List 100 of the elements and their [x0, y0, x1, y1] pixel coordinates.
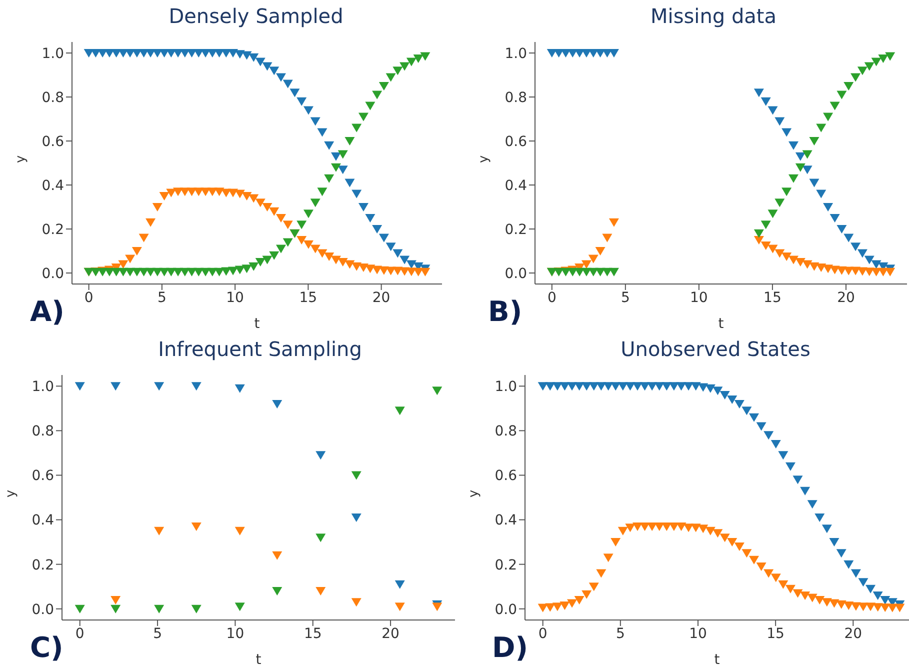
point	[276, 73, 286, 82]
point	[880, 596, 890, 604]
point	[690, 382, 701, 391]
point	[269, 207, 280, 216]
y-tick-label: 0.8	[42, 90, 64, 106]
point	[595, 247, 606, 256]
point	[234, 266, 245, 274]
point	[552, 602, 562, 612]
point	[809, 178, 820, 188]
point	[647, 522, 658, 531]
point	[255, 58, 266, 66]
point	[248, 194, 259, 203]
point	[166, 188, 176, 198]
point	[850, 242, 861, 252]
point	[618, 382, 628, 391]
chart-title: Missing data	[650, 4, 778, 28]
point	[802, 150, 812, 159]
point	[372, 266, 382, 274]
x-tick-label: 5	[153, 626, 162, 642]
point	[640, 382, 650, 391]
point	[276, 244, 286, 254]
point	[809, 137, 820, 146]
x-tick-label: 0	[538, 626, 548, 642]
point	[316, 534, 326, 542]
point	[290, 88, 300, 98]
point	[770, 574, 781, 582]
point	[262, 256, 272, 264]
point	[822, 598, 832, 607]
point	[248, 53, 259, 62]
point	[760, 220, 771, 230]
point	[351, 471, 362, 480]
point	[303, 210, 314, 218]
point	[330, 163, 341, 172]
point	[788, 174, 798, 183]
point	[545, 382, 556, 391]
point	[538, 604, 548, 612]
point	[603, 382, 614, 391]
x-tick-label: 15	[766, 626, 784, 642]
point	[705, 526, 716, 536]
point	[191, 604, 202, 614]
point	[110, 604, 121, 614]
point	[807, 500, 818, 509]
point	[303, 240, 314, 249]
point	[754, 229, 764, 238]
point	[406, 268, 416, 276]
point	[807, 594, 818, 602]
y-tick-label: 0.6	[494, 468, 518, 484]
x-tick-label: 10	[690, 290, 708, 306]
point	[545, 603, 556, 612]
point	[792, 476, 803, 484]
point	[269, 251, 280, 260]
point	[358, 264, 368, 272]
point	[588, 382, 599, 391]
x-tick-label: 10	[226, 626, 244, 642]
point	[132, 247, 142, 256]
point	[152, 203, 162, 212]
point	[768, 210, 778, 218]
y-axis-title: y	[4, 490, 19, 498]
point	[690, 524, 701, 532]
point	[372, 90, 382, 100]
point	[734, 400, 744, 408]
point	[538, 382, 548, 391]
point	[173, 188, 184, 196]
point	[392, 66, 403, 76]
point	[262, 203, 272, 212]
point	[420, 52, 430, 61]
x-tick-label: 15	[764, 290, 782, 306]
point	[588, 582, 599, 592]
y-tick-label: 0.2	[504, 222, 527, 238]
point	[352, 190, 362, 198]
point	[194, 49, 204, 58]
point	[358, 112, 368, 122]
point	[768, 106, 778, 115]
point	[836, 600, 846, 609]
point	[191, 382, 202, 391]
point	[830, 102, 840, 110]
point	[782, 252, 792, 261]
point	[282, 238, 293, 247]
y-tick-label: 0.0	[504, 266, 527, 282]
x-tick-label: 0	[547, 290, 556, 306]
point	[872, 603, 883, 612]
point	[871, 58, 882, 66]
text: D)	[492, 631, 528, 664]
point	[844, 82, 854, 90]
x-tick-label: 20	[837, 290, 855, 306]
point	[316, 587, 326, 596]
point	[788, 141, 798, 150]
point	[310, 117, 320, 126]
point	[166, 49, 176, 58]
point	[262, 62, 272, 71]
point	[234, 602, 245, 612]
point	[836, 549, 846, 558]
point	[705, 384, 716, 393]
point	[858, 602, 868, 612]
point	[770, 440, 781, 449]
point	[394, 406, 405, 416]
point	[234, 526, 245, 536]
point	[774, 249, 785, 258]
point	[800, 592, 810, 600]
x-tick-label: 0	[84, 290, 94, 306]
